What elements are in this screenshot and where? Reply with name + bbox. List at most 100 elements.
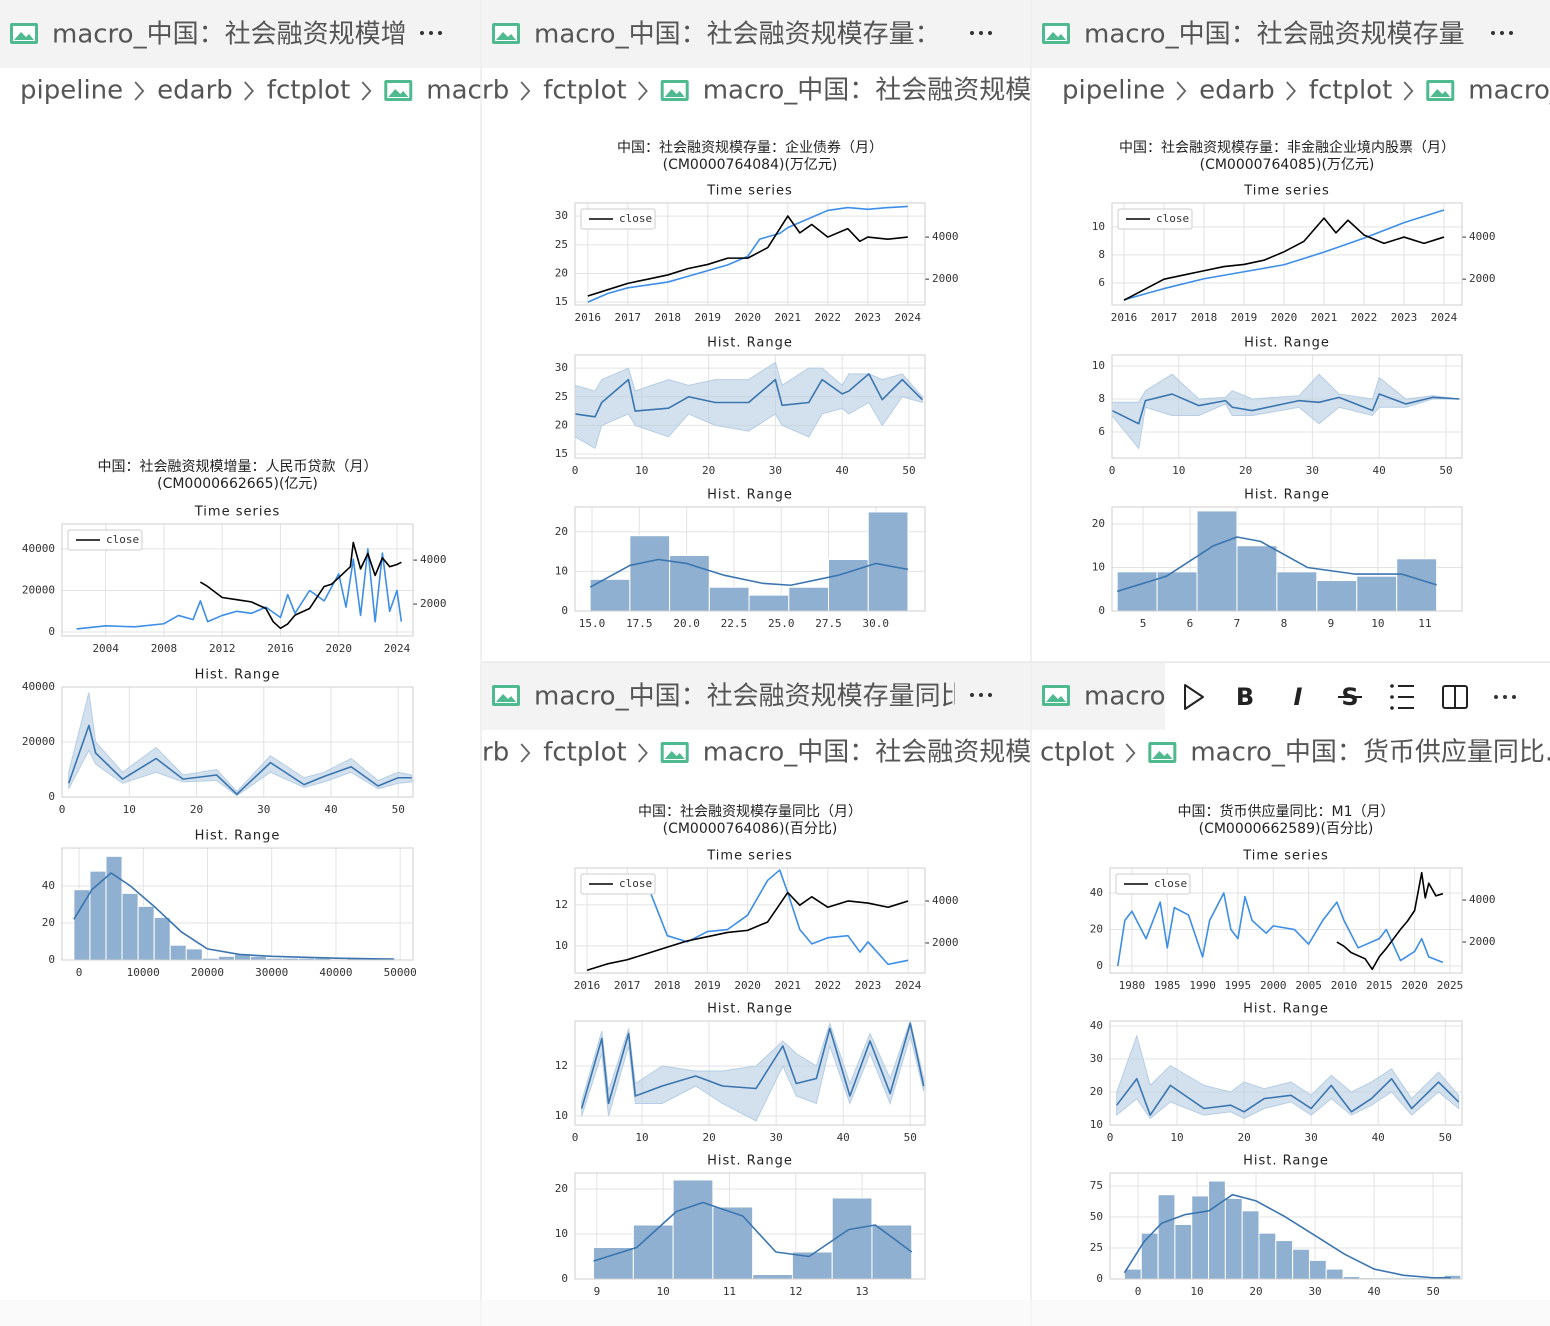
plot-marks	[587, 205, 908, 303]
more-dot	[1491, 31, 1495, 35]
breadcrumb-item[interactable]: fctplot	[543, 738, 626, 768]
y-tick-label: 6	[1098, 425, 1105, 438]
tab-bar	[0, 0, 480, 68]
plot-border	[1111, 202, 1463, 306]
tab[interactable]: macro_中国：社会融资规模存量	[1042, 20, 1465, 50]
plot-border	[1109, 1020, 1463, 1126]
plot-border	[574, 1020, 926, 1126]
x-tick-label: 40	[1373, 464, 1386, 477]
x-tick-label: 5	[1140, 617, 1147, 630]
breadcrumb-item[interactable]: macro_中国：货币供应量同比...	[1190, 738, 1550, 768]
legend-box	[580, 208, 656, 230]
plot-marks	[580, 1021, 925, 1122]
x-tick-label: 30	[1305, 1131, 1318, 1144]
breadcrumb-item[interactable]: macro_中国：社会融资规模存	[703, 76, 1058, 106]
y-tick-label: 0	[48, 790, 55, 803]
x-tick-label: 30.0	[863, 617, 890, 630]
subplot-title: Hist. Range	[1243, 1154, 1329, 1169]
y-tick-label: 20000	[22, 735, 55, 748]
more-dot	[988, 693, 992, 697]
x-tick-label: 2016	[267, 642, 294, 655]
breadcrumb-item[interactable]: edarb	[1199, 76, 1275, 106]
x-tick-label: 2020	[325, 642, 352, 655]
series-line	[67, 724, 412, 796]
more-dot	[1503, 695, 1507, 699]
x-tick-label: 2018	[654, 979, 681, 992]
x-tick-label: 50	[1426, 1285, 1439, 1298]
legend-box	[1115, 873, 1191, 895]
chart-title: (CM0000662589)(百分比)	[1199, 821, 1374, 837]
x-tick-label: 2022	[815, 311, 842, 324]
breadcrumb-item[interactable]: pipeline	[20, 76, 123, 106]
more-dot	[988, 31, 992, 35]
histogram-bar	[105, 855, 123, 960]
y2-tick-label: 2000	[1469, 935, 1496, 948]
breadcrumb-item[interactable]: ctplot	[1040, 738, 1114, 768]
tab[interactable]: macro	[1042, 682, 1166, 712]
x-tick-label: 2020	[734, 979, 761, 992]
chart-title: 中国：社会融资规模存量：非金融企业境内股票（月）	[1119, 139, 1455, 156]
breadcrumb-item[interactable]: rb	[482, 738, 509, 768]
tab[interactable]: macro_中国：社会融资规模增	[10, 20, 407, 50]
histogram-bar	[1292, 1248, 1310, 1279]
tab-title[interactable]: macro_中国：社会融资规模存量	[1084, 20, 1465, 50]
x-tick-label: 2020	[1271, 311, 1298, 324]
list-bullet	[1390, 706, 1394, 710]
subplot-title: Hist. Range	[707, 1002, 793, 1017]
plot-marks	[1123, 1180, 1462, 1279]
series-line	[1116, 892, 1444, 967]
breadcrumb-item[interactable]: macro_中	[1468, 76, 1550, 106]
chart-title: (CM0000764084)(万亿元)	[663, 157, 838, 173]
y-tick-label: 20	[555, 525, 568, 538]
breadcrumb-item[interactable]: fctplot	[543, 76, 626, 106]
legend-box	[580, 873, 656, 895]
breadcrumb-item[interactable]: macro_中国：社会融资规模存	[703, 738, 1058, 768]
italic-button[interactable]: I	[1294, 683, 1303, 711]
x-tick-label: 7	[1234, 617, 1241, 630]
breadcrumb-item[interactable]: edarb	[157, 76, 233, 106]
subplot-title: Hist. Range	[1244, 336, 1330, 351]
breadcrumb-item[interactable]: fctplot	[1309, 76, 1392, 106]
tab[interactable]: macro_中国：社会融资规模存量同比	[492, 682, 967, 712]
breadcrumb-item[interactable]: rb	[482, 76, 509, 106]
list-bullet	[1390, 684, 1394, 688]
histogram-bar	[1123, 1268, 1142, 1279]
x-tick-label: 1985	[1154, 979, 1181, 992]
x-tick-label: 2018	[655, 311, 682, 324]
plot-border	[61, 847, 414, 961]
run-button[interactable]	[1184, 684, 1204, 710]
tab-bar	[482, 662, 1030, 730]
subplot-title: Time series	[706, 849, 792, 864]
x-tick-label: 2021	[775, 311, 802, 324]
x-tick-label: 10	[635, 464, 648, 477]
more-dot	[438, 31, 442, 35]
breadcrumb-item[interactable]: fctplot	[267, 76, 350, 106]
y-tick-label: 12	[555, 898, 568, 911]
tab[interactable]: macro_中国：社会融资规模存量：	[492, 20, 941, 50]
plot-border	[1111, 354, 1463, 459]
subplot-title: Hist. Range	[195, 668, 281, 683]
histogram-bar	[1236, 545, 1278, 611]
x-tick-label: 2019	[695, 311, 722, 324]
legend-box	[1117, 208, 1193, 230]
y-tick-label: 20	[1090, 1085, 1103, 1098]
y-tick-label: 20	[1092, 517, 1105, 530]
tab-title[interactable]: macro_中国：社会融资规模存量同比	[534, 682, 967, 712]
range-band	[1112, 373, 1460, 450]
tab-title[interactable]: macro_中国：社会融资规模增	[52, 20, 407, 50]
tab-title[interactable]: macro	[1084, 682, 1166, 712]
histogram-bar	[1208, 1180, 1226, 1279]
y2-tick-label: 2000	[1469, 272, 1496, 285]
x-tick-label: 2017	[1151, 311, 1178, 324]
x-tick-label: 10	[657, 1285, 670, 1298]
x-tick-label: 40	[837, 1131, 850, 1144]
bold-button[interactable]: B	[1236, 683, 1254, 711]
more-dot	[970, 693, 974, 697]
subplot-title: Hist. Range	[707, 488, 793, 503]
x-tick-label: 50	[904, 1131, 917, 1144]
x-tick-label: 40	[1367, 1285, 1380, 1298]
tab-title[interactable]: macro_中国：社会融资规模存量：	[534, 20, 941, 50]
x-tick-label: 2023	[1391, 311, 1418, 324]
breadcrumb-item[interactable]: pipeline	[1062, 76, 1165, 106]
histogram-bar	[250, 955, 268, 960]
